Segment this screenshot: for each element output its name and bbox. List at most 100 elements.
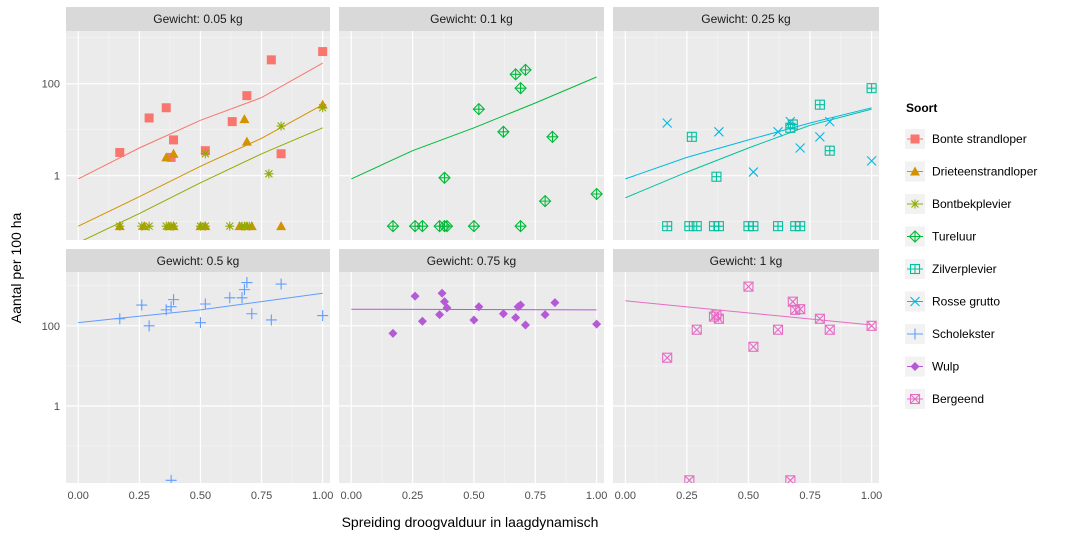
data-point bbox=[417, 316, 427, 326]
data-point bbox=[814, 99, 825, 110]
data-point bbox=[550, 298, 560, 308]
panel-data bbox=[77, 47, 328, 240]
marker-plus bbox=[439, 172, 451, 184]
marker-cross bbox=[795, 304, 806, 315]
panel-data bbox=[625, 281, 877, 483]
marker-diamond bbox=[550, 298, 560, 308]
fit-line bbox=[625, 108, 872, 199]
marker-cross bbox=[773, 324, 783, 335]
marker-diamond bbox=[516, 300, 526, 310]
data-point bbox=[684, 475, 695, 483]
data-point bbox=[538, 194, 552, 208]
marker-plus bbox=[795, 221, 805, 231]
data-point bbox=[227, 117, 237, 127]
panel-background bbox=[339, 31, 604, 240]
fit-line bbox=[625, 107, 872, 180]
x-tick-label: 0.75 bbox=[799, 490, 820, 502]
marker-diamond bbox=[511, 313, 521, 323]
marker-square bbox=[795, 304, 806, 315]
data-point bbox=[795, 221, 806, 232]
data-point bbox=[662, 118, 673, 128]
marker-plus bbox=[909, 231, 921, 242]
marker-asterisk bbox=[137, 221, 147, 231]
marker-asterisk bbox=[239, 221, 249, 231]
data-point bbox=[469, 315, 479, 325]
marker-plus bbox=[468, 220, 480, 232]
data-point bbox=[815, 131, 825, 142]
marker-plus bbox=[136, 299, 148, 311]
marker-plus bbox=[275, 278, 287, 290]
data-point bbox=[194, 317, 206, 329]
data-point bbox=[824, 324, 835, 335]
marker-asterisk bbox=[244, 221, 254, 231]
marker-asterisk bbox=[144, 221, 154, 231]
data-point bbox=[275, 278, 287, 290]
data-point bbox=[144, 221, 154, 231]
data-point bbox=[318, 47, 328, 57]
marker-plus bbox=[773, 221, 783, 231]
marker-triangle bbox=[241, 136, 252, 146]
marker-diamond bbox=[520, 320, 530, 330]
data-point bbox=[144, 113, 154, 123]
marker-square bbox=[713, 313, 724, 324]
data-point bbox=[276, 221, 287, 231]
marker-plus bbox=[909, 328, 921, 340]
legend-label: Drieteenstrandloper bbox=[932, 165, 1037, 179]
data-point bbox=[161, 152, 172, 162]
marker-diamond bbox=[437, 288, 447, 298]
data-point bbox=[416, 219, 429, 233]
y-tick-label: 100 bbox=[42, 321, 60, 333]
legend-item: Drieteenstrandloper bbox=[905, 161, 1037, 182]
marker-plus bbox=[748, 221, 758, 231]
legend-item: Scholekster bbox=[905, 324, 995, 344]
data-point bbox=[713, 221, 724, 232]
marker-diamond bbox=[435, 310, 445, 320]
data-point bbox=[169, 135, 179, 145]
data-point bbox=[546, 130, 559, 144]
marker-cross bbox=[662, 352, 673, 363]
panel-background bbox=[613, 272, 879, 483]
data-point bbox=[748, 341, 759, 352]
data-point bbox=[168, 294, 180, 306]
legend-item: Bontbekplevier bbox=[905, 194, 1011, 214]
panel-data bbox=[351, 63, 603, 233]
marker-square bbox=[662, 352, 673, 363]
marker-cross bbox=[815, 131, 825, 142]
panel-strip bbox=[613, 249, 879, 272]
data-point bbox=[908, 230, 922, 243]
data-point bbox=[909, 328, 921, 340]
data-point bbox=[824, 145, 835, 156]
legend-item: Wulp bbox=[905, 356, 959, 377]
fit-line bbox=[77, 62, 323, 180]
marker-square bbox=[748, 341, 759, 352]
x-tick-label: 0.00 bbox=[615, 490, 636, 502]
data-point bbox=[265, 314, 277, 326]
marker-square bbox=[144, 113, 154, 123]
marker-cross bbox=[785, 116, 796, 127]
marker-triangle bbox=[910, 166, 920, 176]
marker-cross bbox=[824, 116, 835, 127]
y-tick-label: 1 bbox=[54, 171, 60, 183]
marker-diamond bbox=[417, 316, 427, 326]
panel-background bbox=[66, 272, 330, 483]
data-point bbox=[711, 171, 722, 182]
marker-cross bbox=[684, 475, 695, 483]
marker-square bbox=[691, 324, 702, 335]
data-point bbox=[662, 352, 673, 363]
data-point bbox=[514, 219, 527, 233]
x-tick-label: 1.00 bbox=[312, 490, 333, 502]
data-point bbox=[161, 103, 171, 113]
data-point bbox=[161, 221, 171, 231]
data-point bbox=[199, 298, 211, 310]
marker-cross bbox=[714, 126, 724, 137]
marker-diamond bbox=[592, 319, 602, 329]
panel-strip bbox=[66, 7, 330, 31]
marker-plus bbox=[519, 64, 531, 76]
x-tick-label: 0.75 bbox=[251, 490, 272, 502]
marker-cross bbox=[866, 320, 877, 331]
legend-label: Tureluur bbox=[932, 230, 976, 244]
data-point bbox=[498, 309, 508, 319]
panel-strip bbox=[339, 7, 604, 31]
marker-asterisk bbox=[169, 221, 179, 231]
data-point bbox=[772, 324, 784, 335]
